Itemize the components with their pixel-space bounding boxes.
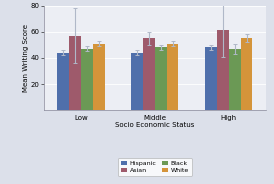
Bar bbox=[69, 36, 81, 110]
Bar bbox=[81, 49, 93, 110]
Legend: Hispanic, Asian, Black, White: Hispanic, Asian, Black, White bbox=[118, 158, 192, 176]
Bar bbox=[57, 53, 69, 110]
Y-axis label: Mean Writing Score: Mean Writing Score bbox=[23, 24, 29, 92]
Bar bbox=[143, 38, 155, 110]
Bar bbox=[131, 53, 143, 110]
Bar bbox=[217, 30, 229, 110]
Bar bbox=[241, 38, 252, 110]
Bar bbox=[205, 47, 217, 110]
Bar bbox=[229, 49, 241, 110]
X-axis label: Socio Economic Status: Socio Economic Status bbox=[115, 122, 195, 128]
Bar bbox=[155, 47, 167, 110]
Bar bbox=[93, 44, 104, 110]
Bar bbox=[167, 44, 178, 110]
